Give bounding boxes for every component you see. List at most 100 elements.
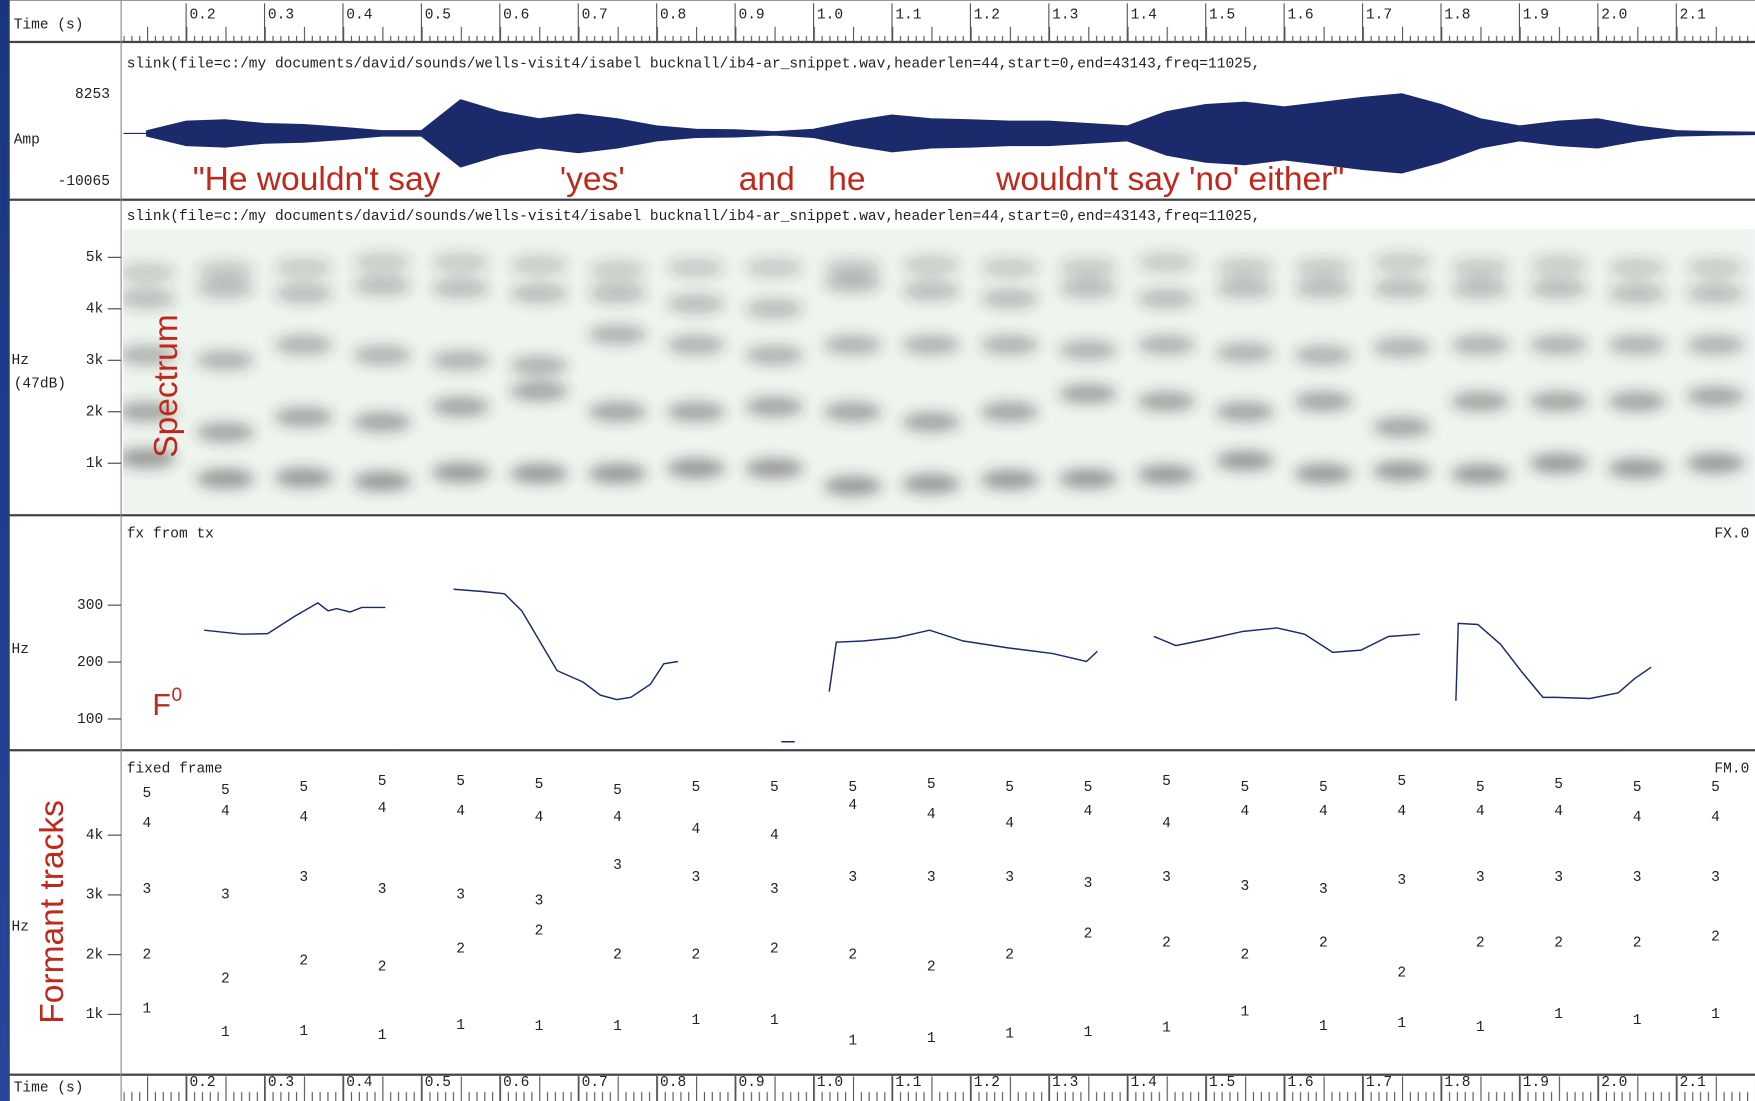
formant-point: 5: [535, 777, 544, 793]
formant-point: 4: [221, 804, 230, 820]
ruler-minor: [123, 0, 1755, 42]
formant-panel: [8, 750, 1755, 1075]
formant-point: 2: [692, 947, 701, 963]
formant-point: 1: [1633, 1013, 1642, 1029]
y-tick-label: 5k: [86, 250, 103, 266]
formant-point: 4: [378, 801, 387, 817]
formant-point: 4: [1241, 804, 1250, 820]
formant-point: 2: [1476, 936, 1485, 952]
spectral-energy: [666, 458, 725, 479]
annotation: and: [739, 161, 795, 198]
y-tick-label: 8253: [75, 87, 110, 103]
formant-point: 4: [143, 816, 152, 832]
formant-point: 2: [456, 942, 465, 958]
formant-point: 4: [1711, 810, 1720, 826]
spectral-energy: [1294, 278, 1353, 299]
spectral-energy: [666, 401, 725, 422]
spectral-energy: [1058, 383, 1118, 404]
spectral-energy: [980, 401, 1039, 422]
spectral-energy: [823, 475, 882, 496]
spectral-energy: [1058, 278, 1118, 299]
formant-point: 1: [456, 1018, 465, 1034]
spectral-energy: [1215, 450, 1275, 471]
formant-point: 5: [1005, 780, 1014, 796]
spectral-energy: [509, 283, 569, 304]
spectral-energy: [980, 257, 1039, 278]
y-tick-label: 3k: [86, 888, 103, 904]
time-tick-label: 0.6: [503, 7, 529, 23]
formant-point: 1: [1241, 1004, 1250, 1020]
spectral-energy: [1529, 254, 1588, 276]
spectral-energy: [431, 350, 490, 371]
annotation: "He wouldn't say: [193, 161, 441, 198]
spectral-energy: [980, 334, 1039, 355]
spectral-energy: [123, 448, 176, 469]
time-tick-label: 0.3: [268, 7, 294, 23]
formant-point: 5: [1476, 780, 1485, 796]
formant-point: 2: [143, 947, 152, 963]
formant-point: 1: [613, 1019, 622, 1035]
formant-point: 2: [535, 924, 544, 940]
formant-point: 1: [1554, 1007, 1563, 1023]
time-tick-label: 2.1: [1680, 7, 1706, 23]
spectral-energy: [980, 469, 1039, 490]
spectral-energy: [123, 345, 176, 366]
formant-point: 2: [1397, 965, 1406, 981]
formant-point: 1: [535, 1019, 544, 1035]
formant-point: 3: [848, 870, 857, 886]
spectral-energy: [1372, 460, 1431, 482]
formant-point: 1: [770, 1013, 779, 1029]
formant-point: 4: [1005, 816, 1014, 832]
waveform: [146, 93, 1755, 135]
spectral-energy: [823, 334, 882, 355]
formant-point: 4: [848, 798, 857, 814]
spectral-energy: [1137, 464, 1196, 485]
spectral-energy: [1686, 453, 1745, 474]
spectral-energy: [745, 298, 804, 319]
y-label: Hz: [11, 353, 28, 369]
formant-point: 5: [770, 780, 779, 796]
spectral-energy: [1607, 458, 1667, 479]
formant-point: 4: [927, 807, 936, 823]
spectral-energy: [1451, 334, 1510, 355]
spectral-energy: [1372, 252, 1431, 273]
spectral-energy: [1607, 391, 1667, 412]
formant-point: 5: [848, 780, 857, 796]
time-tick-label: 0.2: [189, 1075, 215, 1091]
spectral-energy: [588, 463, 647, 484]
formant-point: 5: [1084, 780, 1093, 796]
time-label: Time (s): [14, 17, 84, 33]
time-tick-label: 1.7: [1366, 7, 1392, 23]
annotation: 'yes': [560, 161, 625, 198]
spectral-energy: [1451, 278, 1510, 299]
spectral-energy: [1372, 337, 1431, 358]
spectral-energy: [666, 293, 725, 314]
spectral-energy: [196, 260, 255, 281]
y-tick-label: 3k: [86, 353, 103, 369]
marks: 0.2 0.2 0.3 0.3 0.4 0.4 0.5 0.5 0.6 0.6 0.7 0.7 0.8 0…: [58, 3, 1755, 1101]
spectral-energy: [123, 288, 176, 309]
spectral-energy: [1529, 278, 1588, 299]
time-tick-label: 1.1: [895, 7, 921, 23]
panel-id: FM.0: [1714, 762, 1749, 778]
formant-point: 5: [1711, 780, 1720, 796]
time-tick-label: 1.3: [1052, 1075, 1078, 1091]
formant-point: 5: [927, 777, 936, 793]
spectral-energy: [1451, 257, 1510, 278]
spectral-energy: [353, 411, 412, 433]
annotation: Spectrum: [148, 314, 185, 458]
spectral-energy: [666, 257, 725, 278]
formant-point: 2: [221, 971, 230, 987]
spectral-energy: [1686, 334, 1745, 355]
formant-point: 4: [1084, 804, 1093, 820]
formant-point: 4: [1397, 804, 1406, 820]
spectral-energy: [1686, 257, 1745, 278]
time-tick-label: 1.9: [1523, 1075, 1549, 1091]
spectral-energy: [353, 275, 412, 296]
y-tick-label: 4k: [86, 302, 103, 318]
spectral-energy: [274, 257, 333, 278]
spectral-energy: [1215, 401, 1275, 422]
formant-point: 2: [927, 959, 936, 975]
y-label: Hz: [11, 642, 28, 658]
